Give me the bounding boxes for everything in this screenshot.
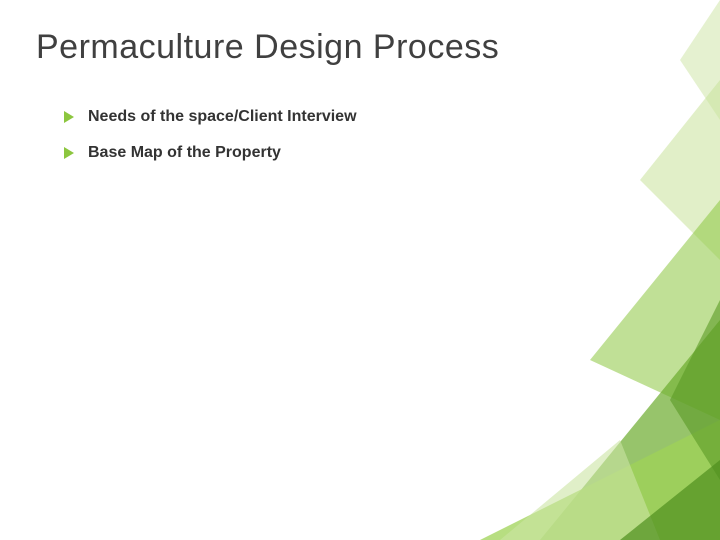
bullet-text: Base Map of the Property [88,144,281,162]
slide-title: Permaculture Design Process [36,28,499,67]
bullet-arrow-icon [64,147,74,159]
bullet-text: Needs of the space/Client Interview [88,108,357,126]
slide: Permaculture Design Process Needs of the… [0,0,720,540]
list-item: Base Map of the Property [64,144,357,162]
list-item: Needs of the space/Client Interview [64,108,357,126]
bullet-list: Needs of the space/Client Interview Base… [64,108,357,180]
bullet-arrow-icon [64,111,74,123]
triangle-decoration [440,0,720,540]
